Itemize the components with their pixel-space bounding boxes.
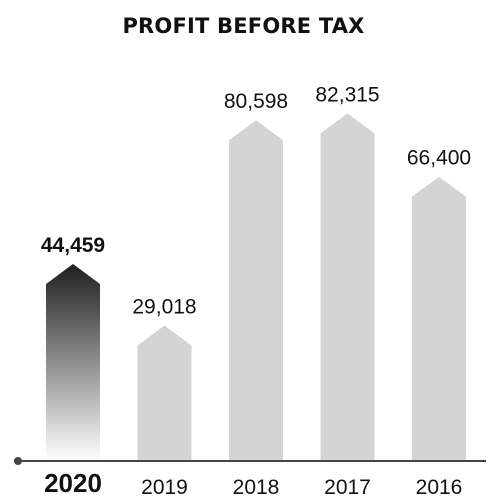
axis-start-dot (14, 457, 22, 465)
value-label-2017: 82,315 (315, 83, 379, 106)
x-axis (14, 457, 486, 465)
labels-group: 44,459 2020 29,018 2019 80,598 2018 82,315 2017… (41, 83, 471, 498)
bar-2017 (320, 113, 375, 462)
bar-2019 (137, 325, 192, 461)
bars-group (46, 113, 466, 462)
value-label-2016: 66,400 (407, 147, 471, 170)
bar-2016 (412, 176, 466, 461)
chart-title: PROFIT BEFORE TAX (122, 14, 365, 38)
category-label-2016: 2016 (416, 476, 463, 498)
bar-2018 (229, 120, 283, 461)
category-label-2017: 2017 (324, 476, 371, 498)
category-label-2019: 2019 (141, 476, 188, 498)
category-label-2020: 2020 (44, 468, 102, 498)
bar-2020 (46, 264, 100, 461)
category-label-2018: 2018 (233, 476, 280, 498)
value-label-2018: 80,598 (224, 90, 288, 113)
value-label-2019: 29,018 (132, 296, 196, 319)
value-label-2020: 44,459 (41, 234, 105, 257)
